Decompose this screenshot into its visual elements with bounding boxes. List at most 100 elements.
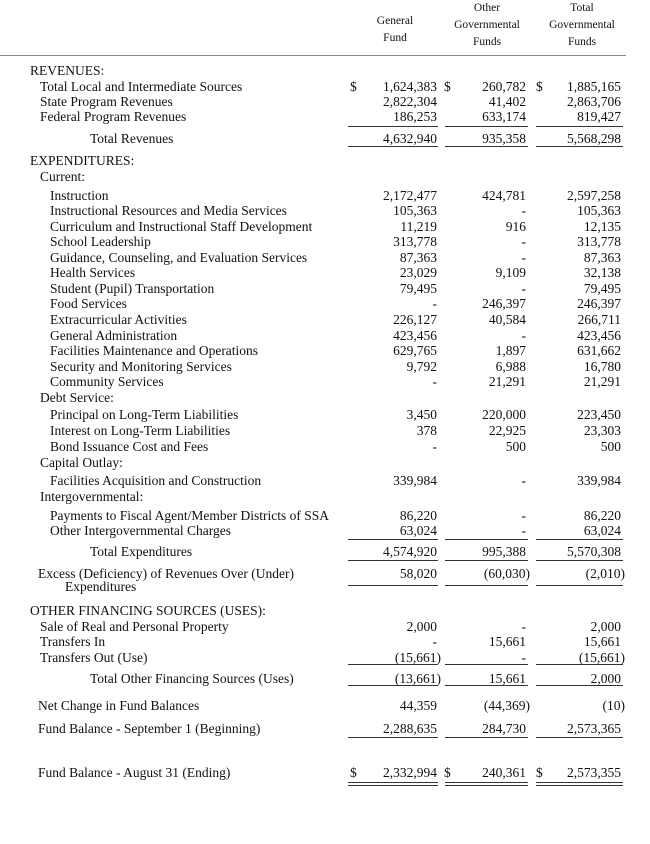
row-label: Debt Service:	[40, 390, 114, 405]
row-label: School Leadership	[50, 234, 151, 249]
cell-total-funds: 246,397	[577, 296, 621, 311]
total-rule	[445, 737, 528, 738]
cell-other-funds: 21,291	[488, 374, 526, 389]
currency-symbol: $	[350, 79, 357, 94]
row-label: Total Other Financing Sources (Uses)	[90, 671, 294, 686]
cell-other-funds: 500	[505, 439, 526, 454]
cell-total-funds: 819,427	[577, 109, 621, 124]
cell-general-fund: 2,332,994	[383, 765, 437, 780]
row-label: Principal on Long-Term Liabilities	[50, 407, 239, 422]
total-rule	[536, 126, 623, 127]
cell-total-funds: 5,568,298	[567, 131, 621, 146]
row-label: Total Expenditures	[90, 544, 193, 559]
row-label: Total Local and Intermediate Sources	[40, 79, 243, 94]
cell-general-fund: 378	[416, 423, 437, 438]
row-label: Excess (Deficiency) of Revenues Over (Un…	[38, 566, 295, 581]
cell-total-funds: 2,597,258	[567, 188, 621, 203]
total-rule	[348, 785, 438, 786]
cell-general-fund: 2,288,635	[383, 721, 437, 736]
row-label: EXPENDITURES:	[30, 153, 135, 168]
total-rule	[348, 560, 438, 561]
row-label: Transfers Out (Use)	[40, 650, 148, 665]
cell-other-funds: 916	[505, 219, 526, 234]
row-label: Facilities Acquisition and Construction	[50, 473, 262, 488]
cell-other-funds: 260,782	[482, 79, 526, 94]
row-label: Transfers In	[40, 634, 106, 649]
row-label: Sale of Real and Personal Property	[40, 619, 229, 634]
cell-total-funds: 2,863,706	[567, 94, 621, 109]
cell-other-funds: 633,174	[482, 109, 526, 124]
total-rule	[348, 539, 438, 540]
cell-total-funds: 16,780	[583, 359, 621, 374]
cell-other-funds: -	[521, 508, 527, 523]
cell-total-funds: 21,291	[583, 374, 621, 389]
currency-symbol: $	[350, 765, 357, 780]
cell-general-fund: 186,253	[393, 109, 437, 124]
cell-other-funds: 220,000	[482, 407, 526, 422]
cell-other-funds: -	[521, 281, 527, 296]
row-label: General Administration	[50, 328, 178, 343]
currency-symbol: $	[444, 79, 451, 94]
row-label: Other Intergovernmental Charges	[50, 523, 231, 538]
cell-general-fund: 105,363	[393, 203, 437, 218]
row-label: Current:	[40, 169, 85, 184]
row-label: Curriculum and Instructional Staff Devel…	[50, 219, 313, 234]
cell-other-funds: 424,781	[482, 188, 526, 203]
cell-general-fund: 629,765	[393, 343, 437, 358]
total-rule	[348, 664, 438, 665]
total-rule	[348, 782, 438, 783]
header-line: Fund	[383, 32, 407, 44]
cell-general-fund: (13,661)	[394, 671, 441, 686]
cell-general-fund: 63,024	[399, 523, 437, 538]
row-label: Food Services	[50, 296, 127, 311]
cell-total-funds: 12,135	[583, 219, 621, 234]
total-rule	[445, 126, 528, 127]
row-label: Instructional Resources and Media Servic…	[50, 203, 287, 218]
cell-total-funds: 2,573,365	[567, 721, 621, 736]
cell-other-funds: 40,584	[488, 312, 526, 327]
cell-total-funds: (2,010)	[585, 566, 625, 581]
row-label: State Program Revenues	[40, 94, 173, 109]
cell-general-fund: -	[432, 374, 438, 389]
total-rule	[536, 785, 623, 786]
cell-total-funds: 105,363	[577, 203, 621, 218]
header-line: Funds	[472, 36, 502, 48]
total-rule	[536, 782, 623, 783]
cell-other-funds: (44,369)	[483, 698, 530, 713]
cell-total-funds: 339,984	[577, 473, 621, 488]
row-label: Capital Outlay:	[40, 455, 123, 470]
currency-symbol: $	[536, 79, 543, 94]
cell-general-fund: 2,000	[406, 619, 437, 634]
row-label: Instruction	[50, 188, 109, 203]
cell-general-fund: 4,632,940	[383, 131, 437, 146]
cell-other-funds: -	[521, 619, 527, 634]
cell-general-fund: (15,661)	[394, 650, 441, 665]
row-label: OTHER FINANCING SOURCES (USES):	[30, 603, 266, 618]
currency-symbol: $	[536, 765, 543, 780]
cell-other-funds: 9,109	[495, 265, 526, 280]
cell-general-fund: 339,984	[393, 473, 437, 488]
row-label: Security and Monitoring Services	[50, 359, 232, 374]
cell-total-funds: 2,000	[590, 671, 621, 686]
header-line: Funds	[567, 36, 597, 48]
cell-general-fund: 86,220	[399, 508, 437, 523]
cell-total-funds: 5,570,308	[567, 544, 621, 559]
row-label: Payments to Fiscal Agent/Member District…	[50, 508, 329, 523]
total-rule	[445, 664, 528, 665]
cell-other-funds: -	[521, 650, 527, 665]
cell-general-fund: 3,450	[406, 407, 437, 422]
cell-general-fund: 2,822,304	[383, 94, 437, 109]
row-label: Bond Issuance Cost and Fees	[50, 439, 209, 454]
total-rule	[445, 146, 528, 147]
total-rule	[536, 664, 623, 665]
total-rule	[445, 539, 528, 540]
cell-total-funds: 15,661	[583, 634, 621, 649]
row-label: Health Services	[50, 265, 136, 280]
cell-general-fund: -	[432, 296, 438, 311]
total-rule	[445, 782, 528, 783]
row-label: REVENUES:	[30, 63, 105, 78]
cell-total-funds: 63,024	[583, 523, 621, 538]
cell-total-funds: 79,495	[583, 281, 621, 296]
row-label: Total Revenues	[90, 131, 174, 146]
